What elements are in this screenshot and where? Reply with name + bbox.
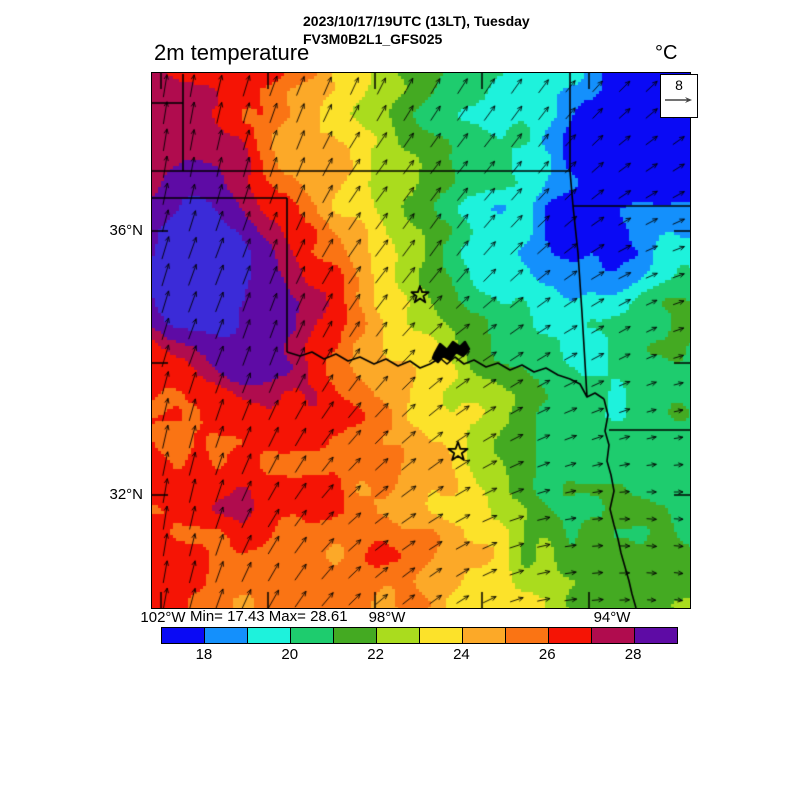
- unit-label: °C: [655, 42, 678, 64]
- wind-reference-arrow-icon: [665, 97, 692, 103]
- wind-reference-value: 8: [675, 77, 683, 93]
- colorbar-tick-label: 28: [624, 646, 642, 663]
- colorbar-segment: [549, 628, 592, 643]
- colorbar-segment: [162, 628, 205, 643]
- colorbar-segment: [205, 628, 248, 643]
- colorbar-tick-label: 18: [195, 646, 213, 663]
- colorbar-tick-label: 26: [538, 646, 556, 663]
- colorbar-segment: [506, 628, 549, 643]
- colorbar-segment: [592, 628, 635, 643]
- header-datetime: 2023/10/17/19UTC (13LT), Tuesday: [303, 13, 530, 29]
- colorbar-segment: [635, 628, 677, 643]
- lat-axis-label: 36°N: [109, 222, 143, 239]
- header-model-id: FV3M0B2L1_GFS025: [303, 31, 443, 47]
- colorbar-segment: [291, 628, 334, 643]
- colorbar-segment: [334, 628, 377, 643]
- lon-axis-label: 94°W: [593, 609, 631, 626]
- temperature-map-canvas: [152, 73, 690, 608]
- map-frame: [151, 72, 691, 609]
- colorbar-segment: [377, 628, 420, 643]
- colorbar: [161, 627, 678, 644]
- wind-reference-box: 8: [660, 74, 698, 118]
- colorbar-segment: [420, 628, 463, 643]
- colorbar-segment: [248, 628, 291, 643]
- colorbar-segment: [463, 628, 506, 643]
- colorbar-tick-label: 20: [281, 646, 299, 663]
- lon-axis-label: 102°W: [140, 609, 186, 626]
- plot-title: 2m temperature: [154, 40, 310, 65]
- colorbar-tick-label: 24: [453, 646, 470, 663]
- minmax-label: Min= 17.43 Max= 28.61: [190, 608, 348, 625]
- lat-axis-label: 32°N: [109, 486, 143, 503]
- lon-axis-label: 98°W: [368, 609, 406, 626]
- colorbar-tick-label: 22: [367, 646, 384, 663]
